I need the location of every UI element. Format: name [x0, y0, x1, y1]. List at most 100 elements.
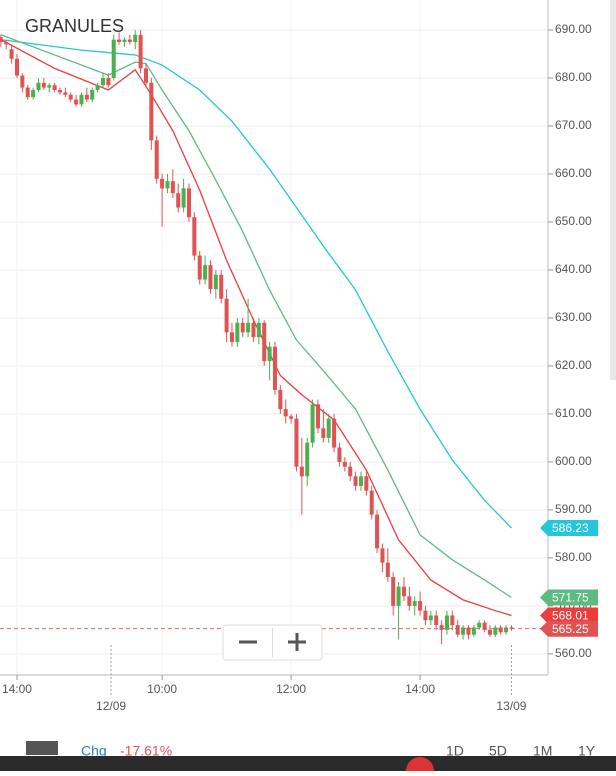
candle-body: [68, 94, 73, 100]
candle-body: [396, 586, 401, 606]
candle-body: [181, 188, 186, 208]
indicator-value-label: 586.23: [552, 521, 589, 535]
candle-body: [412, 601, 417, 606]
candle-body: [79, 94, 84, 105]
candle-body: [31, 89, 36, 98]
candle-body: [57, 89, 62, 93]
indicators: [0, 34, 512, 617]
x-tick-label: 14:00: [2, 682, 32, 696]
candle-body: [289, 416, 294, 419]
x-tick-label: 10:00: [147, 682, 177, 696]
candle-body: [342, 461, 347, 467]
grid: [0, 0, 548, 675]
candle-body: [305, 442, 310, 477]
candle-body: [246, 322, 251, 333]
candle-body: [353, 476, 358, 486]
range-button[interactable]: 1D: [446, 743, 464, 759]
y-tick-label: 620.00: [555, 358, 592, 372]
candle-body: [192, 217, 197, 256]
y-tick-label: 630.00: [555, 310, 592, 324]
price-tag: [540, 520, 598, 537]
indicator-line: [0, 34, 512, 599]
candle-body: [133, 34, 138, 42]
y-tick-label: 670.00: [555, 118, 592, 132]
y-tick-label: 590.00: [555, 502, 592, 516]
candle-body: [326, 418, 331, 438]
candle-body: [498, 627, 503, 633]
x-tick-label: 12:00: [276, 682, 306, 696]
candle-body: [358, 476, 363, 486]
candle-body: [240, 322, 245, 333]
candle-body: [321, 428, 326, 438]
candle-body: [444, 615, 449, 630]
price-tag: [540, 589, 598, 606]
price-tag: [540, 607, 598, 624]
range-button[interactable]: 1Y: [578, 743, 596, 759]
candle-body: [418, 601, 423, 611]
candle-body: [117, 39, 122, 42]
chg-label: Chg: [81, 743, 107, 759]
candle-body: [143, 68, 148, 83]
candle-body: [95, 85, 100, 90]
keyboard-icon[interactable]: [26, 741, 58, 755]
candle-body: [391, 577, 396, 606]
y-tick-label: 600.00: [555, 454, 592, 468]
candle-body: [493, 627, 498, 635]
candle-body: [461, 627, 466, 635]
candle-body: [0, 37, 3, 42]
candle-body: [176, 193, 181, 208]
candle-body: [20, 75, 25, 88]
candle-body: [348, 466, 353, 477]
candle-body: [482, 622, 487, 630]
last-price-label: 565.25: [552, 622, 589, 636]
x-tick-label: 14:00: [405, 682, 435, 696]
candle-body: [428, 615, 433, 621]
range-button[interactable]: 5D: [489, 743, 507, 759]
candle-body: [375, 514, 380, 549]
candle-body: [487, 629, 492, 635]
candle-body: [186, 188, 191, 218]
candle-body: [450, 615, 455, 626]
candle-body: [52, 85, 57, 90]
candle-body: [197, 255, 202, 280]
candle-body: [423, 610, 428, 621]
indicator-line: [0, 39, 512, 617]
price-tag: [540, 620, 598, 637]
y-tick-label: 660.00: [555, 166, 592, 180]
candle-body: [47, 85, 52, 88]
candle-body: [272, 346, 277, 390]
candle-body: [278, 389, 283, 410]
scrollbar: [610, 0, 616, 380]
date-label: 13/09: [496, 699, 526, 713]
candle-body: [74, 99, 79, 105]
candle-body: [466, 627, 471, 635]
candle-body: [407, 596, 412, 606]
candle-body: [219, 274, 224, 299]
range-button[interactable]: 1M: [533, 743, 552, 759]
candle-body: [154, 140, 159, 179]
indicator-line: [0, 38, 512, 529]
candle-body: [4, 41, 9, 45]
candle-body: [434, 615, 439, 626]
candle-body: [256, 322, 261, 338]
candle-body: [149, 82, 154, 141]
candle-body: [294, 418, 299, 467]
candle-body: [283, 409, 288, 417]
candle-body: [224, 298, 229, 333]
candle-body: [9, 49, 14, 59]
candle-body: [203, 265, 208, 280]
candle-body: [90, 89, 95, 100]
candle-body: [401, 586, 406, 597]
candle-body: [14, 58, 19, 76]
candle-body: [84, 94, 89, 100]
candle-body: [332, 418, 337, 448]
candle-body: [509, 627, 514, 629]
candle-body: [36, 82, 41, 90]
candle-body: [439, 625, 444, 630]
y-tick-label: 560.00: [555, 646, 592, 660]
candle-body: [111, 39, 116, 78]
indicator-value-label: 568.01: [552, 609, 589, 623]
y-tick-label: 640.00: [555, 262, 592, 276]
candle-body: [235, 322, 240, 342]
